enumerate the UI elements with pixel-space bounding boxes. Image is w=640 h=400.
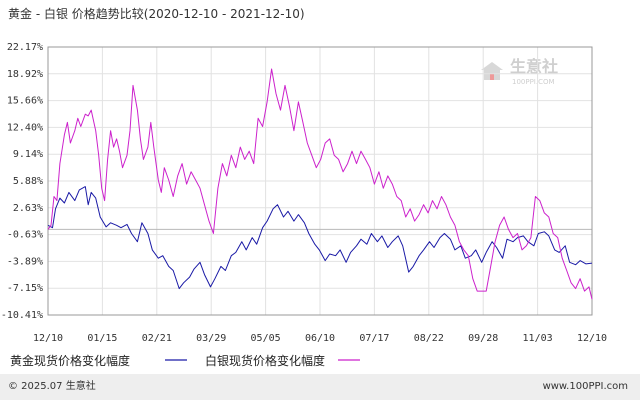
y-tick-label: -3.89% [7, 256, 43, 267]
y-tick-label: -10.41% [1, 310, 43, 321]
y-axis: 22.17% 18.92% 15.66% 12.40% 9.14% 5.88% 2.63% -… [1, 42, 43, 321]
y-tick-label: 2.63% [13, 203, 43, 214]
series-layer [47, 68, 593, 300]
watermark-logo-icon [481, 62, 503, 80]
x-tick-label: 02/21 [142, 333, 172, 344]
x-tick-label: 12/10 [577, 333, 607, 344]
chart-title: 黄金 - 白银 价格趋势比较(2020-12-10 - 2021-12-10) [8, 6, 305, 21]
y-tick-label: 9.14% [13, 149, 43, 160]
watermark: 生意社 100PPI.COM [481, 57, 558, 86]
x-tick-label: 01/15 [87, 333, 117, 344]
x-tick-label: 09/28 [468, 333, 498, 344]
x-tick-label: 11/03 [523, 333, 553, 344]
y-tick-label: 22.17% [7, 42, 43, 53]
watermark-url: 100PPI.COM [512, 78, 555, 86]
y-tick-label: -7.15% [7, 283, 43, 294]
series-line-silver [47, 68, 593, 300]
y-tick-label: 12.40% [7, 122, 43, 133]
legend-label-gold: 黄金现货价格变化幅度 [10, 353, 130, 368]
y-tick-label: 5.88% [13, 176, 43, 187]
x-axis: 12/10 01/15 02/21 03/29 05/05 06/10 07/17 08/22… [33, 333, 607, 344]
legend-label-silver: 白银现货价格变化幅度 [205, 353, 325, 368]
y-tick-label: 15.66% [7, 96, 43, 107]
x-tick-label: 06/10 [305, 333, 335, 344]
footer-site: www.100PPI.com [543, 381, 628, 392]
series-line-gold [47, 186, 593, 290]
x-tick-label: 08/22 [414, 333, 444, 344]
y-tick-label: -0.63% [7, 230, 43, 241]
x-tick-label: 07/17 [359, 333, 389, 344]
footer-bar [0, 374, 640, 400]
x-tick-label: 05/05 [251, 333, 281, 344]
x-tick-label: 03/29 [196, 333, 226, 344]
legend: 黄金现货价格变化幅度 白银现货价格变化幅度 [10, 353, 360, 368]
grid [47, 46, 593, 316]
footer-copyright: © 2025.07 生意社 [8, 379, 96, 392]
y-tick-label: 18.92% [7, 69, 43, 80]
x-tick-label: 12/10 [33, 333, 63, 344]
plot-frame [47, 46, 593, 316]
watermark-brand: 生意社 [510, 57, 558, 76]
